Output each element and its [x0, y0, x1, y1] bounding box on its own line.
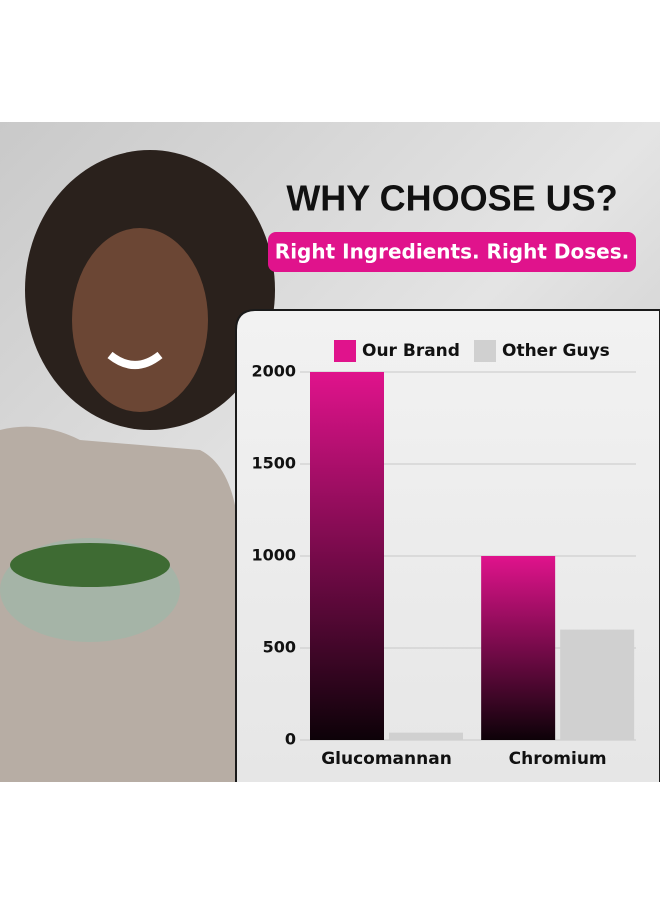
y-tick-label: 500	[263, 638, 296, 657]
subtitle-pill	[268, 232, 636, 272]
legend-swatch	[334, 340, 356, 362]
y-tick-label: 2000	[251, 362, 296, 381]
photo-person	[0, 150, 275, 782]
legend-label: Other Guys	[502, 341, 610, 361]
title: WHY CHOOSE US?	[286, 178, 617, 219]
chart: 0 500 1000 1500 2000 Our Brand Other Guys Gluco…	[251, 340, 636, 769]
x-tick-label: Glucomannan	[321, 749, 452, 769]
legend-swatch	[474, 340, 496, 362]
bar	[310, 372, 384, 740]
y-tick-label: 1000	[251, 546, 296, 565]
bar	[481, 556, 556, 740]
legend-label: Our Brand	[362, 341, 460, 361]
y-tick-label: 0	[285, 730, 296, 749]
y-tick-label: 1500	[251, 454, 296, 473]
subtitle: Right Ingredients. Right Doses.	[275, 240, 629, 264]
x-tick-label: Chromium	[509, 749, 607, 769]
bar	[560, 629, 635, 740]
bar	[389, 732, 463, 740]
